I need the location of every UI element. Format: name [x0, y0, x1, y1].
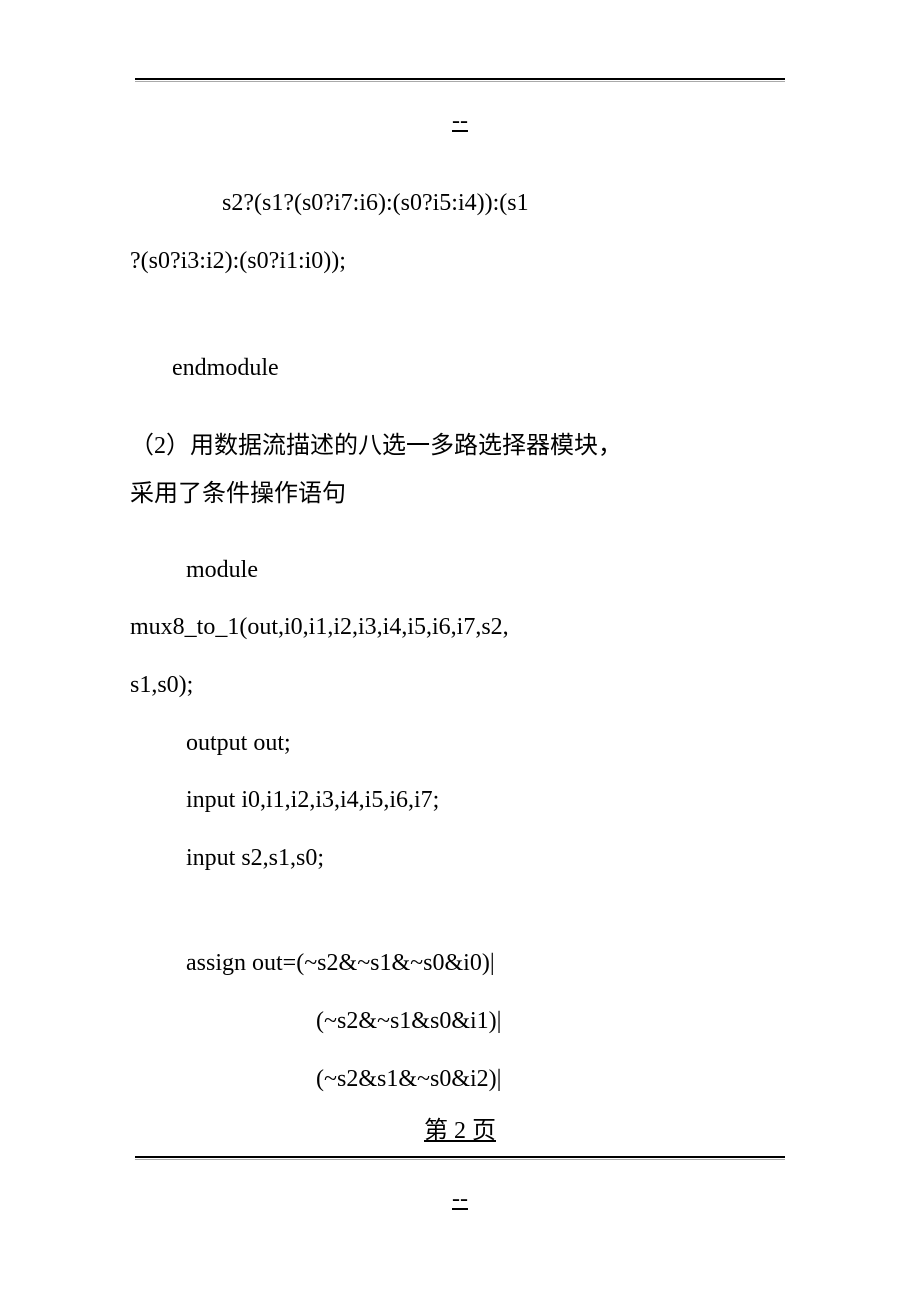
top-dashes-underline: --: [452, 108, 468, 134]
module-keyword: module: [130, 542, 790, 600]
input-declaration-2: input s2,s1,s0;: [130, 830, 790, 888]
bottom-dashes-underline: --: [452, 1186, 468, 1212]
document-content: s2?(s1?(s0?i7:i6):(s0?i5:i4)):(s1 ?(s0?i…: [130, 175, 790, 1108]
code-line-1: s2?(s1?(s0?i7:i6):(s0?i5:i4)):(s1: [130, 175, 790, 233]
top-divider: --: [135, 78, 785, 137]
endmodule-line: endmodule: [130, 340, 790, 398]
code-line-2: ?(s0?i3:i2):(s0?i1:i0));: [130, 233, 790, 291]
assign-line-1: assign out=(~s2&~s1&~s0&i0)|: [130, 935, 790, 993]
page-number: 第 2 页: [0, 1110, 920, 1145]
assign-line-2: (~s2&~s1&s0&i1)|: [130, 993, 790, 1051]
code-block: module mux8_to_1(out,i0,i1,i2,i3,i4,i5,i…: [130, 542, 790, 1108]
module-declaration-2: s1,s0);: [130, 657, 790, 715]
bottom-divider: --: [135, 1156, 785, 1215]
top-horizontal-rule: [135, 78, 785, 82]
bottom-horizontal-rule: [135, 1156, 785, 1160]
description-line-2: 采用了条件操作语句: [130, 470, 790, 518]
output-declaration: output out;: [130, 715, 790, 773]
description-line-1: （2）用数据流描述的八选一多路选择器模块，: [130, 422, 790, 470]
assign-line-3: (~s2&s1&~s0&i2)|: [130, 1051, 790, 1109]
module-declaration-1: mux8_to_1(out,i0,i1,i2,i3,i4,i5,i6,i7,s2…: [130, 599, 790, 657]
input-declaration-1: input i0,i1,i2,i3,i4,i5,i6,i7;: [130, 772, 790, 830]
spacer: [130, 887, 790, 935]
